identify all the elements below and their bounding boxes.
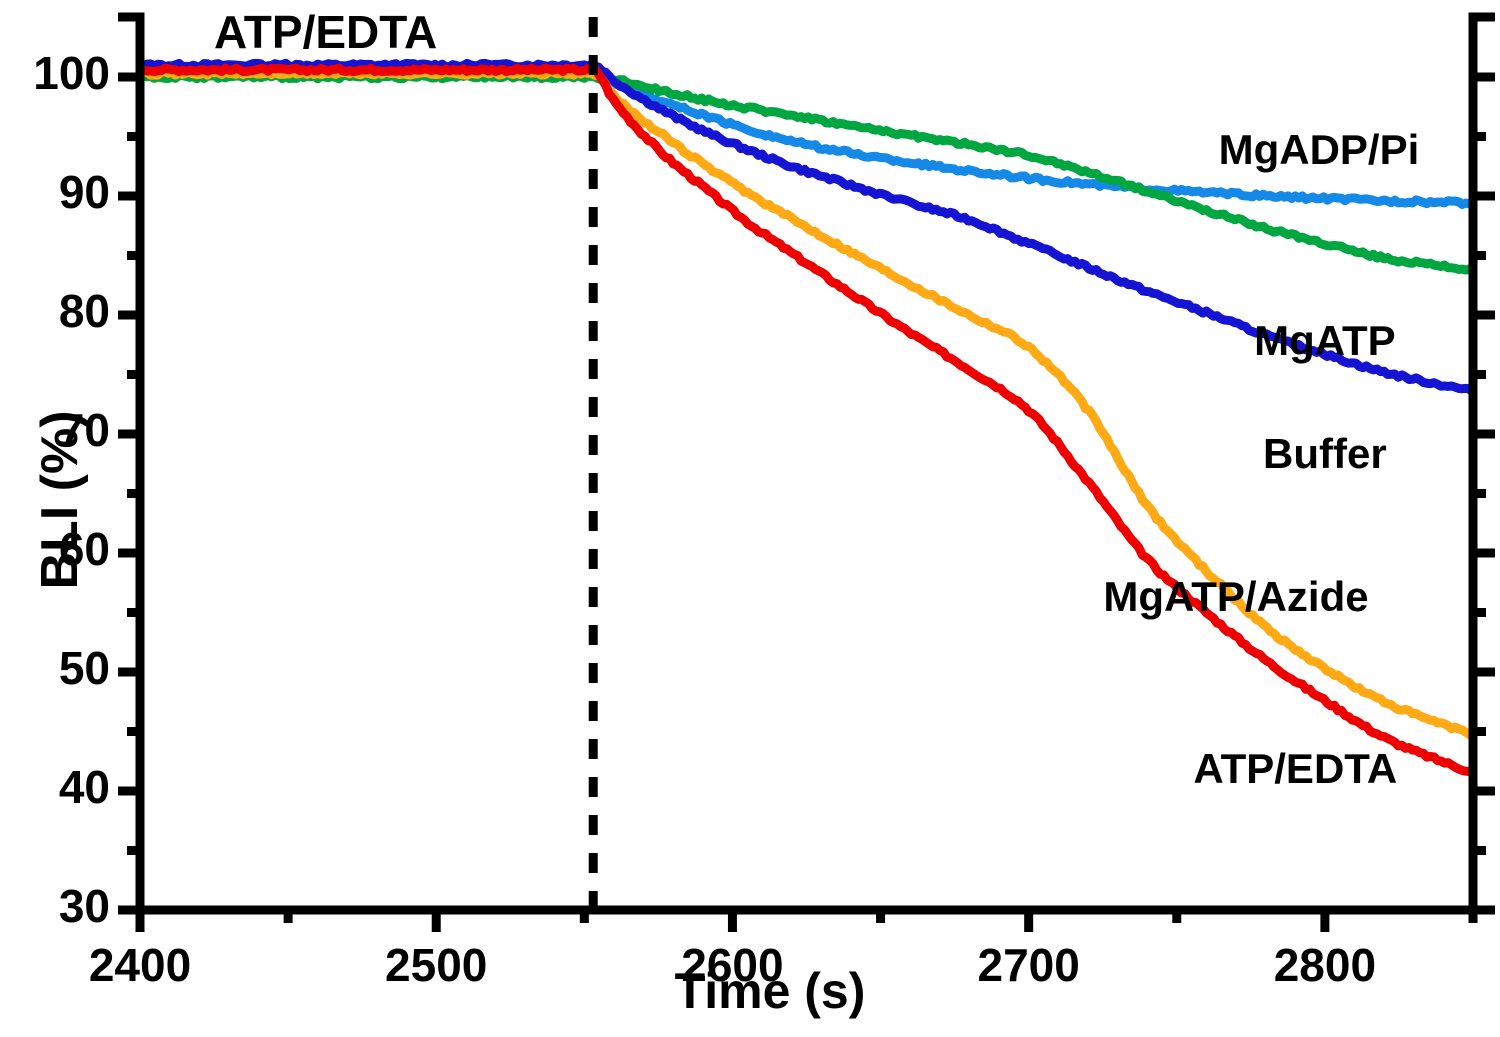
x-axis-title: Time (s) xyxy=(674,963,866,1019)
series-label-buffer: Buffer xyxy=(1263,429,1387,477)
y-tick-label-50: 50 xyxy=(58,642,110,694)
y-tick-label-40: 40 xyxy=(58,761,110,813)
x-tick-label-2700: 2700 xyxy=(977,939,1080,991)
y-tick-label-100: 100 xyxy=(33,47,110,99)
y-tick-label-60: 60 xyxy=(58,523,110,575)
x-tick-label-2600: 2600 xyxy=(681,939,784,991)
series-label-mgatp-azide: MgATP/Azide xyxy=(1103,572,1369,620)
y-tick-label-70: 70 xyxy=(58,404,110,456)
x-tick-label-2400: 2400 xyxy=(88,939,192,991)
x-tick-label-2500: 2500 xyxy=(385,939,488,991)
series-label-atp-edta: ATP/EDTA xyxy=(1193,745,1398,793)
series-line-buffer xyxy=(135,58,1478,398)
x-tick-label-2800: 2800 xyxy=(1273,939,1377,991)
phase-annotation-label: ATP/EDTA xyxy=(214,6,438,58)
y-tick-label-30: 30 xyxy=(58,880,110,932)
series-label-mgatp: MgATP xyxy=(1254,316,1396,364)
y-tick-label-80: 80 xyxy=(58,285,110,337)
axes-layer xyxy=(118,12,1495,932)
series-line-atp-edta xyxy=(135,63,1478,778)
series-curves-layer xyxy=(135,58,1478,778)
y-tick-label-90: 90 xyxy=(58,166,110,218)
series-label-mgadp-pi: MgADP/Pi xyxy=(1218,126,1420,174)
